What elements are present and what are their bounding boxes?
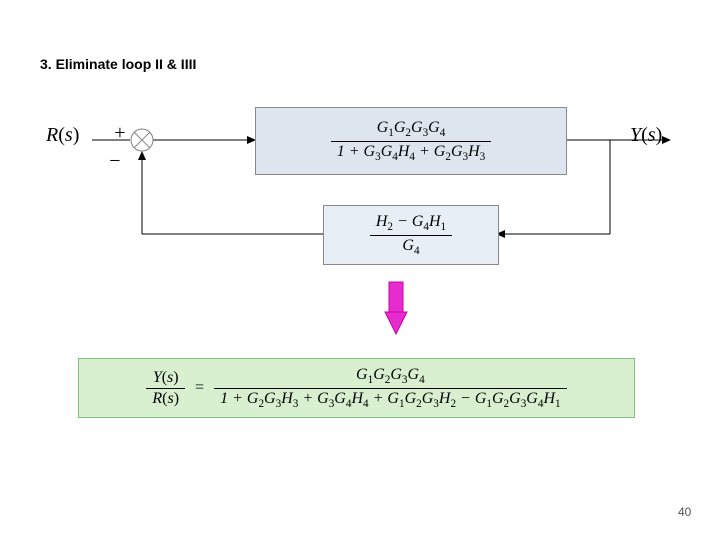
result-arrow-head xyxy=(385,312,407,334)
plus-sign: + xyxy=(113,122,127,145)
closed-loop-equation: Y(s) R(s) = G1G2G3G4 1 + G2G3H3 + G3G4H4… xyxy=(146,366,566,409)
forward-transfer-expression: G1G2G3G4 1 + G3G4H4 + G2G3H3 xyxy=(331,119,492,162)
summing-junction xyxy=(131,129,153,151)
block-diagram-wires xyxy=(0,0,720,540)
output-signal-label: Y(s) xyxy=(630,124,662,147)
result-arrow-body xyxy=(389,282,403,312)
page-number: 40 xyxy=(678,505,691,519)
feedback-transfer-expression: H2 − G4H1 G4 xyxy=(370,213,452,256)
forward-transfer-block: G1G2G3G4 1 + G3G4H4 + G2G3H3 xyxy=(255,107,567,175)
closed-loop-result-box: Y(s) R(s) = G1G2G3G4 1 + G2G3H3 + G3G4H4… xyxy=(78,358,635,418)
feedback-transfer-block: H2 − G4H1 G4 xyxy=(323,205,499,265)
minus-sign: − xyxy=(108,150,122,173)
input-signal-label: R(s) xyxy=(46,124,79,147)
step-title: 3. Eliminate loop II & IIII xyxy=(40,56,196,72)
